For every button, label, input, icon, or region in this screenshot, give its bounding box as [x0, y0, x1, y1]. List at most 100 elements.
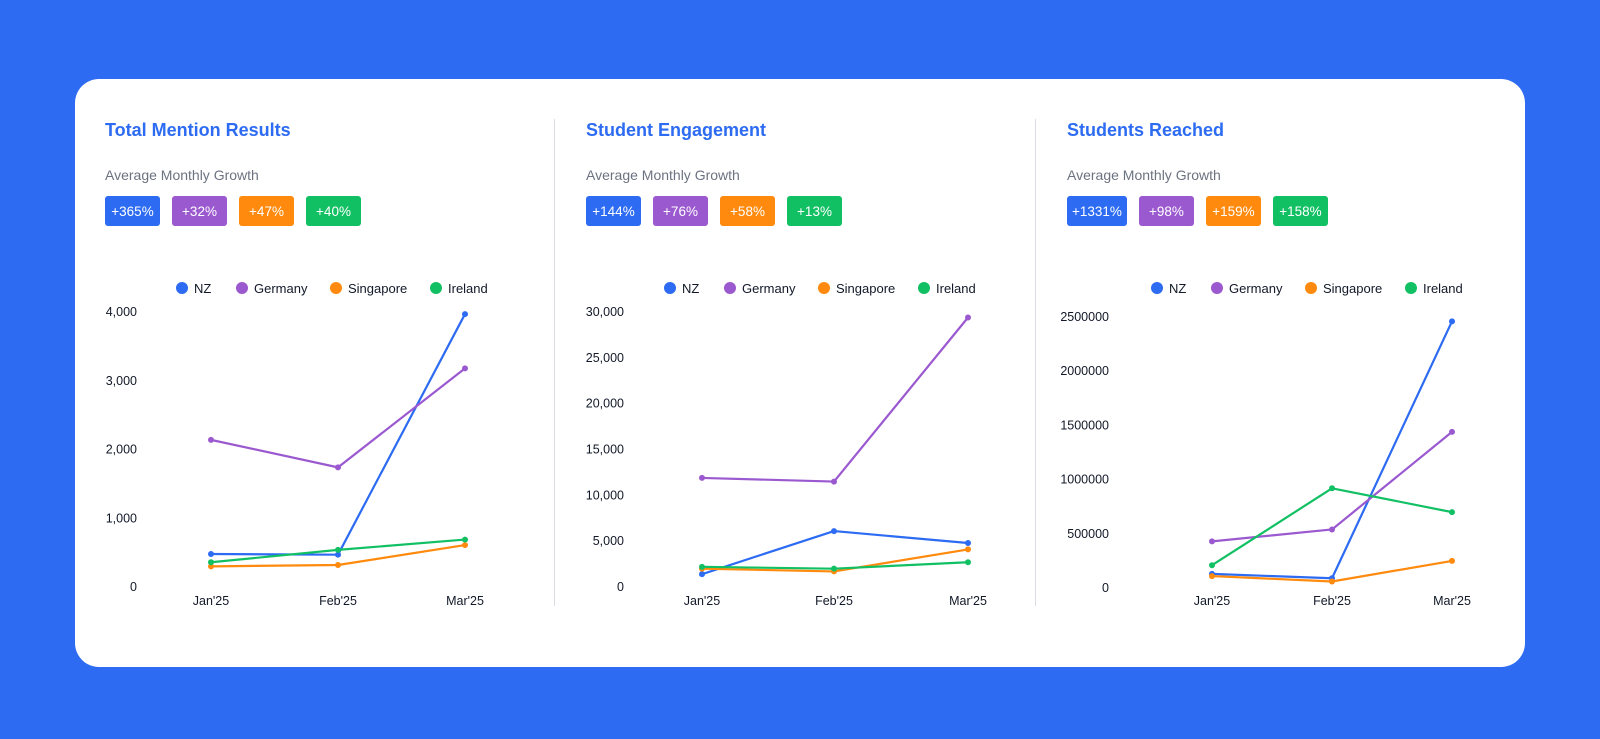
growth-badge-ireland: +13%	[787, 196, 842, 226]
y-tick-label: 4,000	[106, 305, 137, 319]
series-line-germany	[700, 316, 970, 483]
panel-title: Students Reached	[1067, 120, 1225, 140]
y-tick-label: 20,000	[586, 397, 624, 411]
data-point-ireland	[335, 546, 341, 553]
data-point-germany	[208, 436, 214, 443]
line-chart-student-engagement: NZ Germany Singapore Ireland 0 5,000 10,000 15,…	[586, 281, 987, 608]
data-point-germany	[699, 474, 705, 481]
growth-badge-singapore: +159%	[1205, 196, 1261, 226]
y-tick-label: 500000	[1067, 527, 1109, 541]
series-line-germany	[209, 367, 467, 469]
x-tick-label: Feb'25	[815, 594, 853, 608]
data-point-ireland	[831, 565, 837, 572]
y-tick-label: 0	[1102, 581, 1109, 595]
legend-marker-ireland	[918, 282, 930, 294]
legend-marker-nz	[664, 282, 676, 294]
data-point-ireland	[1449, 509, 1455, 516]
x-tick-label: Jan'25	[1194, 594, 1230, 608]
data-point-germany	[831, 478, 837, 485]
y-tick-label: 2000000	[1060, 364, 1109, 378]
series-line-nz	[1210, 320, 1454, 580]
y-tick-label: 0	[130, 580, 137, 594]
dashboard-card: Total Mention Results Average Monthly Gr…	[75, 79, 1525, 667]
x-tick-label: Jan'25	[684, 594, 720, 608]
panel-title: Total Mention Results	[105, 120, 291, 140]
y-tick-label: 3,000	[106, 374, 137, 388]
legend-label-ireland: Ireland	[1423, 281, 1463, 296]
legend-label-nz: NZ	[194, 281, 211, 296]
growth-badge-nz: +365%	[105, 196, 160, 226]
data-point-ireland	[1329, 485, 1335, 492]
data-point-germany	[1449, 428, 1455, 435]
data-point-germany	[1329, 526, 1335, 533]
data-point-singapore	[1449, 557, 1455, 564]
growth-badge-ireland: +40%	[306, 196, 361, 226]
legend-label-nz: NZ	[682, 281, 699, 296]
line-chart-students-reached: NZ Germany Singapore Ireland 0 500000 1000000 1…	[1060, 281, 1471, 608]
x-tick-label: Mar'25	[1433, 594, 1471, 608]
y-tick-label: 30,000	[586, 305, 624, 319]
growth-badge-nz: +144%	[586, 196, 641, 226]
data-point-nz	[965, 540, 971, 546]
legend-label-ireland: Ireland	[936, 281, 976, 296]
data-point-singapore	[335, 562, 341, 568]
data-point-ireland	[1209, 562, 1215, 569]
y-tick-label: 25,000	[586, 351, 624, 365]
data-point-singapore	[462, 542, 468, 549]
legend-marker-germany	[1211, 282, 1223, 294]
data-point-singapore	[1329, 578, 1335, 585]
panel-subtitle: Average Monthly Growth	[105, 167, 259, 183]
y-tick-label: 15,000	[586, 443, 624, 457]
y-tick-label: 5,000	[593, 534, 624, 548]
growth-badge-germany: +32%	[172, 196, 227, 226]
y-tick-label: 1500000	[1060, 418, 1109, 432]
y-tick-label: 0	[617, 580, 624, 594]
legend-marker-singapore	[330, 282, 342, 294]
data-point-nz	[1449, 318, 1455, 325]
data-point-ireland	[208, 559, 214, 566]
x-tick-label: Feb'25	[319, 594, 357, 608]
legend-marker-germany	[236, 282, 248, 294]
data-point-nz	[699, 571, 705, 578]
series-line-nz	[209, 312, 467, 556]
legend-marker-germany	[724, 282, 736, 294]
legend-marker-ireland	[430, 282, 442, 294]
y-tick-label: 2500000	[1060, 310, 1109, 324]
y-tick-label: 10,000	[586, 488, 624, 502]
data-point-germany	[965, 314, 971, 321]
growth-badge-germany: +76%	[653, 196, 708, 226]
legend-label-ireland: Ireland	[448, 281, 488, 296]
legend-marker-nz	[176, 282, 188, 294]
line-chart-total-mention-results: NZ Germany Singapore Ireland 0 1,000 2,000 3,00…	[106, 281, 488, 608]
x-tick-label: Feb'25	[1313, 594, 1351, 608]
data-point-singapore	[208, 563, 214, 570]
growth-badges: +144% +76% +58% +13%	[586, 196, 842, 226]
growth-badge-singapore: +47%	[239, 196, 294, 226]
x-tick-label: Mar'25	[446, 594, 484, 608]
data-point-ireland	[965, 559, 971, 566]
data-point-nz	[462, 311, 468, 318]
y-tick-label: 1000000	[1060, 473, 1109, 487]
legend-label-germany: Germany	[742, 281, 796, 296]
data-point-nz	[335, 551, 341, 558]
data-point-germany	[1209, 538, 1215, 545]
panel-student-engagement: Student Engagement Average Monthly Growt…	[556, 79, 1036, 667]
data-point-ireland	[699, 563, 705, 570]
data-point-nz	[208, 551, 214, 557]
legend-label-germany: Germany	[254, 281, 308, 296]
legend-marker-nz	[1151, 282, 1163, 294]
panel-subtitle: Average Monthly Growth	[586, 167, 740, 183]
legend-label-singapore: Singapore	[348, 281, 407, 296]
y-tick-label: 2,000	[106, 443, 137, 457]
x-tick-label: Jan'25	[193, 594, 229, 608]
panel-total-mention-results: Total Mention Results Average Monthly Gr…	[75, 79, 555, 667]
legend-marker-ireland	[1405, 282, 1417, 294]
growth-badges: +365% +32% +47% +40%	[105, 196, 361, 226]
y-tick-label: 1,000	[106, 511, 137, 525]
panel-divider	[554, 119, 555, 606]
growth-badge-germany: +98%	[1138, 196, 1194, 226]
growth-badges: +1331% +98% +159% +158%	[1067, 196, 1328, 226]
growth-badge-singapore: +58%	[720, 196, 775, 226]
data-point-singapore	[1209, 573, 1215, 580]
data-point-singapore	[965, 546, 971, 553]
